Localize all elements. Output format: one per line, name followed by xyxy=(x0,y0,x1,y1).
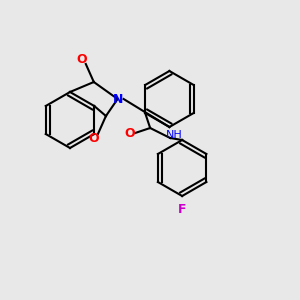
Text: O: O xyxy=(125,127,136,140)
Text: O: O xyxy=(88,131,99,145)
Text: N: N xyxy=(112,92,123,106)
Text: O: O xyxy=(76,53,87,67)
Text: NH: NH xyxy=(166,130,182,140)
Text: F: F xyxy=(178,202,186,215)
